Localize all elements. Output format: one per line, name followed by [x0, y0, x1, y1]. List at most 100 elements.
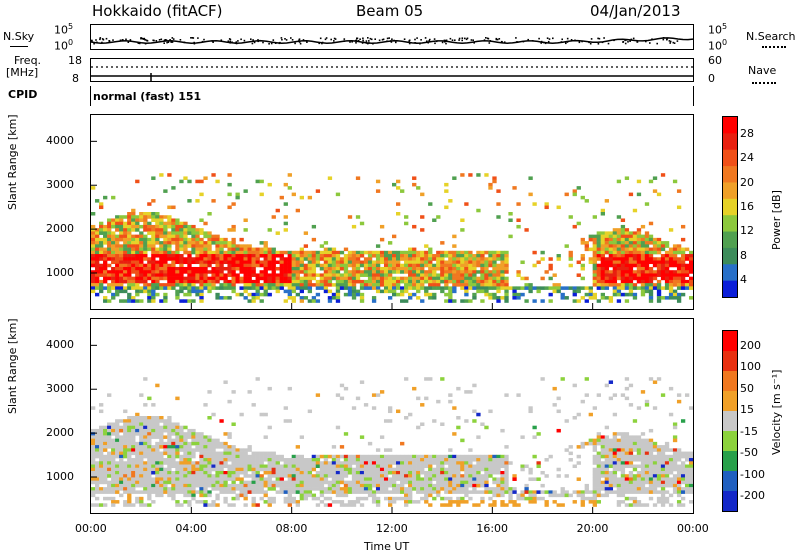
heatmap-cell — [608, 279, 614, 284]
heatmap-cell — [520, 435, 525, 439]
heatmap-cell — [179, 464, 184, 469]
heatmap-cell — [143, 487, 148, 491]
heatmap-cell — [215, 292, 220, 297]
heatmap-cell — [183, 237, 188, 242]
heatmap-cell — [167, 234, 172, 239]
heatmap-cell — [600, 208, 605, 213]
heatmap-cell — [223, 380, 228, 384]
heatmap-cell — [259, 483, 264, 488]
heatmap-cell — [315, 458, 321, 462]
heatmap-cell — [472, 470, 477, 475]
heatmap-cell — [147, 237, 152, 242]
heatmap-cell — [624, 228, 630, 232]
heatmap-cell — [159, 441, 164, 446]
heatmap-cell — [343, 490, 349, 494]
heatmap-cell — [436, 273, 441, 277]
heatmap-cell — [488, 470, 493, 475]
heatmap-cell — [440, 422, 445, 426]
heatmap-cell — [255, 276, 260, 281]
heatmap-cell — [227, 270, 232, 274]
heatmap-cell — [335, 493, 341, 498]
heatmap-cell — [375, 250, 381, 255]
heatmap-cell — [448, 496, 453, 501]
heatmap-cell — [127, 221, 132, 226]
heatmap-cell — [307, 263, 313, 268]
heatmap-cell — [568, 263, 573, 268]
heatmap-cell — [472, 279, 477, 284]
heatmap-cell — [231, 266, 236, 271]
heatmap-cell — [620, 270, 626, 274]
heatmap-cell — [111, 487, 116, 491]
heatmap-cell — [223, 477, 228, 481]
nsearch-legend-dots — [762, 46, 786, 48]
heatmap-cell — [243, 490, 248, 494]
heatmap-cell — [195, 435, 200, 439]
heatmap-cell — [448, 254, 453, 258]
heatmap-cell — [131, 237, 136, 242]
noise-dot — [546, 37, 549, 39]
heatmap-cell — [508, 461, 513, 465]
heatmap-cell — [143, 234, 148, 239]
heatmap-cell — [608, 263, 614, 268]
heatmap-cell — [408, 412, 413, 417]
heatmap-cell — [163, 458, 168, 462]
heatmap-cell — [203, 283, 208, 287]
heatmap-cell — [123, 451, 128, 456]
heatmap-cell — [331, 500, 337, 504]
heatmap-cell — [183, 477, 188, 481]
heatmap-cell — [636, 477, 642, 481]
heatmap-cell — [339, 467, 345, 472]
heatmap-cell — [504, 292, 509, 297]
heatmap-cell — [127, 480, 132, 485]
heatmap-cell — [319, 474, 325, 478]
heatmap-cell — [171, 451, 176, 456]
noise-dot — [318, 42, 320, 45]
heatmap-cell — [355, 266, 361, 271]
heatmap-cell — [396, 202, 401, 206]
heatmap-cell — [476, 483, 481, 488]
heatmap-cell — [151, 487, 156, 491]
heatmap-cell — [119, 237, 124, 242]
heatmap-cell — [620, 224, 626, 229]
heatmap-cell — [199, 477, 204, 481]
heatmap-cell — [628, 263, 634, 268]
noise-dot — [243, 39, 246, 42]
heatmap-cell — [115, 247, 120, 252]
heatmap-cell — [263, 464, 268, 469]
heatmap-cell — [616, 244, 622, 248]
heatmap-cell — [604, 231, 610, 235]
noise-dot — [461, 39, 463, 42]
heatmap-cell — [628, 487, 634, 491]
heatmap-cell — [624, 263, 630, 268]
heatmap-cell — [552, 286, 557, 290]
heatmap-cell — [420, 276, 425, 281]
heatmap-cell — [524, 490, 529, 494]
heatmap-cell — [612, 483, 618, 488]
heatmap-cell — [460, 286, 465, 290]
heatmap-cell — [640, 390, 646, 394]
heatmap-cell — [672, 263, 678, 268]
heatmap-cell — [600, 454, 605, 459]
heatmap-cell — [363, 283, 369, 287]
heatmap-cell — [400, 458, 405, 462]
heatmap-cell — [183, 470, 188, 475]
heatmap-cell — [263, 292, 268, 297]
noise-dot — [368, 40, 370, 42]
heatmap-cell — [283, 273, 288, 277]
heatmap-cell — [488, 464, 493, 469]
heatmap-cell — [355, 250, 361, 255]
heatmap-cell — [163, 470, 168, 475]
heatmap-cell — [632, 487, 638, 491]
heatmap-cell — [167, 451, 172, 456]
heatmap-cell — [99, 270, 104, 274]
heatmap-cell — [123, 270, 128, 274]
heatmap-cell — [303, 270, 309, 274]
heatmap-cell — [676, 490, 682, 494]
heatmap-cell — [347, 467, 353, 472]
heatmap-cell — [163, 263, 168, 268]
heatmap-cell — [103, 276, 108, 281]
heatmap-cell — [259, 241, 264, 245]
noise-dot — [169, 39, 171, 41]
heatmap-cell — [648, 490, 654, 494]
heatmap-cell — [159, 231, 164, 235]
